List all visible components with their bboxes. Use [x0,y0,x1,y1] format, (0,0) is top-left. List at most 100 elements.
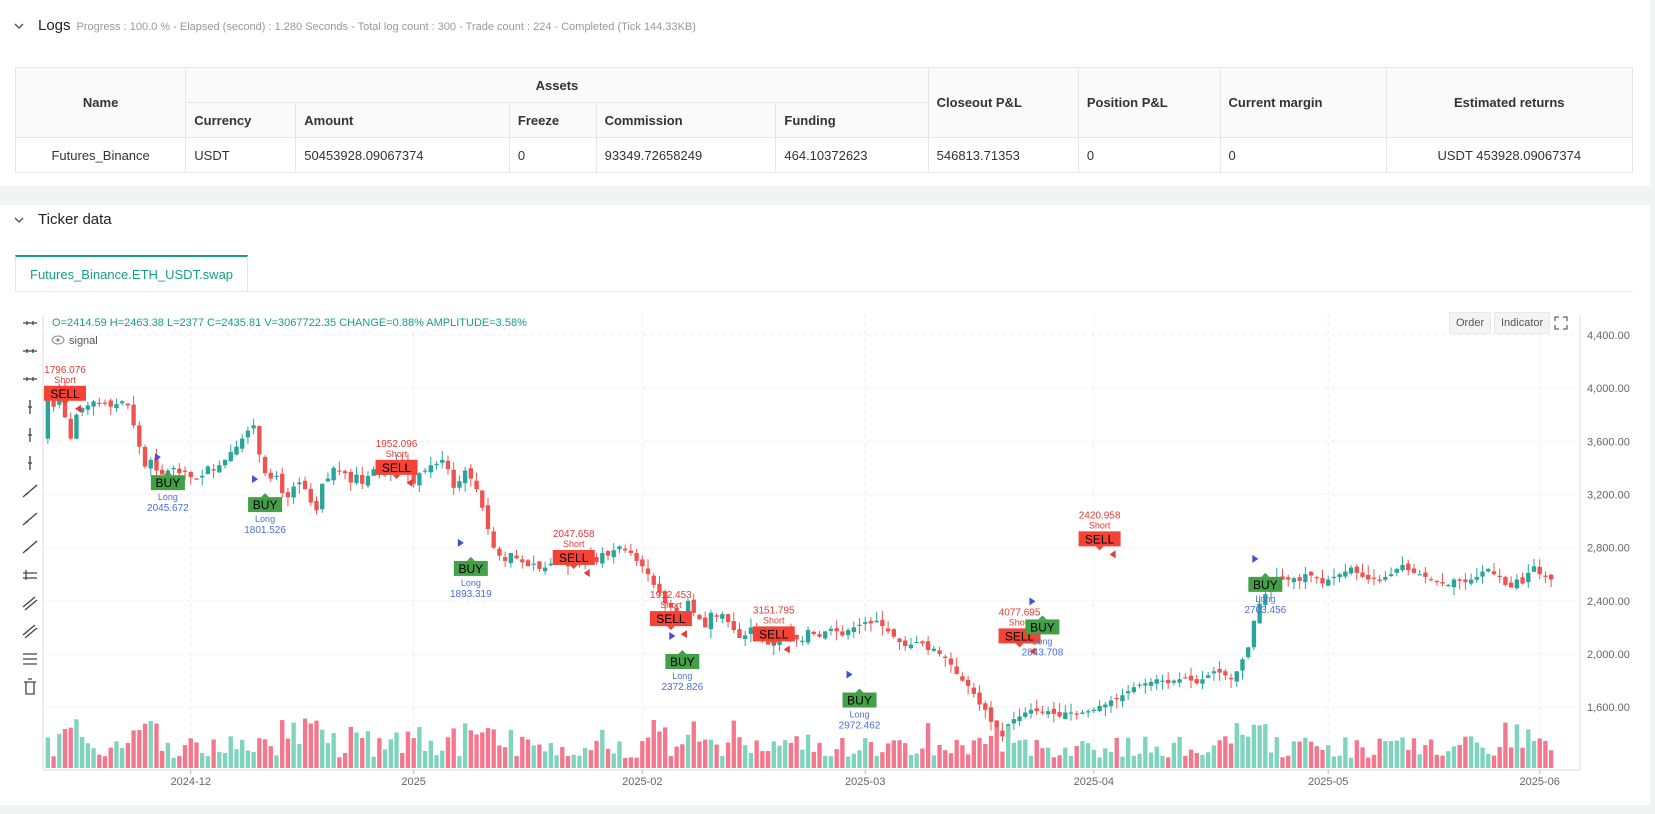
exit-arrow-icon [75,404,82,413]
candle-body [51,398,56,407]
sell-direction-label: Short [386,449,408,459]
candle-body [1360,572,1365,577]
candle-body [840,631,845,636]
candle-body [182,470,188,472]
candle-body [240,438,245,449]
candle-body [645,568,651,575]
candle-body [1343,571,1348,577]
pitchfork-icon[interactable] [22,624,38,639]
col-funding: Funding [775,102,929,138]
volume-bar [891,740,896,768]
indicator-button[interactable]: Indicator [1494,312,1551,334]
col-returns: Estimated returns [1385,67,1634,138]
candle-body [725,614,731,623]
volume-bar [988,735,994,768]
extended-trend-icon[interactable] [22,540,38,554]
volume-bar [1097,757,1102,768]
ticker-header[interactable]: Ticker data [14,211,112,228]
logs-header[interactable]: Logs Progress : 100.0 % - Elapsed (secon… [14,17,696,34]
candle-body [897,638,902,643]
trend-line-icon[interactable] [22,484,38,498]
trash-icon[interactable] [24,678,36,695]
candle-body [1263,594,1268,606]
volume-bar [91,748,96,768]
volume-bar [903,743,908,768]
parallel-channel-icon[interactable] [22,596,38,611]
volume-bar [908,755,914,768]
candle-body [1280,576,1285,580]
candle-body [1166,679,1171,684]
chevron-down-icon[interactable] [14,21,24,31]
volume-bar [245,750,251,768]
logs-panel: Logs Progress : 100.0 % - Elapsed (secon… [0,0,1650,186]
volume-bar [1280,757,1285,768]
price-range-icon[interactable] [23,570,37,580]
volume-bar [1085,743,1091,768]
vertical-ray-icon[interactable] [28,456,32,470]
exit-arrow-icon [406,478,413,487]
volume-bar [868,742,874,768]
candle-body [1411,568,1417,573]
horizontal-line-icon[interactable] [23,321,37,325]
x-tick-label: 2025 [401,776,425,788]
cell-funding: 464.10372623 [775,137,929,173]
x-tick-label: 2024-12 [171,776,211,788]
exit-arrow-icon [783,645,790,654]
chevron-down-icon[interactable] [14,215,24,225]
candle-body [514,555,519,559]
candle-body [697,614,702,620]
volume-bar [685,734,691,768]
volume-bar [79,736,85,768]
volume-bar [137,730,142,768]
tab-eth-usdt-swap[interactable]: Futures_Binance.ETH_USDT.swap [15,255,249,291]
candle-body [640,559,645,567]
volume-bar [1023,739,1028,768]
volume-bar [1303,737,1308,768]
horizontal-ray-icon[interactable] [23,349,37,353]
candle-body [954,666,959,674]
vertical-line-icon[interactable] [28,400,32,414]
candle-body [417,473,422,486]
volume-bar [1114,737,1119,768]
buy-label: BUY [253,498,278,512]
volume-bar [1154,746,1159,768]
candle-body [748,627,754,634]
candle-body [1354,566,1359,573]
buy-price-label: 2372.826 [661,682,703,693]
fullscreen-icon[interactable] [1554,316,1568,330]
sell-label: SELL [759,627,789,641]
volume-bar [1417,754,1422,768]
volume-bar [1526,729,1531,768]
volume-bar [502,747,508,768]
candle-body [828,628,834,631]
volume-bar [520,736,525,768]
ray-line-icon[interactable] [22,512,38,526]
volume-bar [142,723,148,768]
candle-body [342,471,348,474]
candle-body [1028,709,1034,714]
candle-body [651,575,656,585]
candle-body [1308,571,1314,576]
sell-marker [649,611,692,627]
candle-body [1103,704,1108,708]
candle-body [485,505,491,530]
fib-levels-icon[interactable] [23,653,37,665]
candle-body [85,405,91,410]
volume-bar [537,744,542,768]
volume-bar [400,752,405,768]
extended-line-icon[interactable] [23,377,37,381]
order-button[interactable]: Order [1449,312,1492,334]
cell-amount: 50453928.09067374 [295,137,510,173]
vertical-segment-icon[interactable] [28,428,32,442]
sell-label: SELL [382,461,412,475]
candle-body [1143,683,1148,686]
volume-bar [1177,737,1182,768]
volume-bar [777,745,782,768]
buy-price-label: 2045.672 [147,503,189,514]
candle-body [1303,574,1308,583]
volume-bar [1348,757,1354,768]
volume-bar [1251,724,1257,768]
sell-marker-arrow [666,626,675,631]
volume-bar [114,741,119,768]
